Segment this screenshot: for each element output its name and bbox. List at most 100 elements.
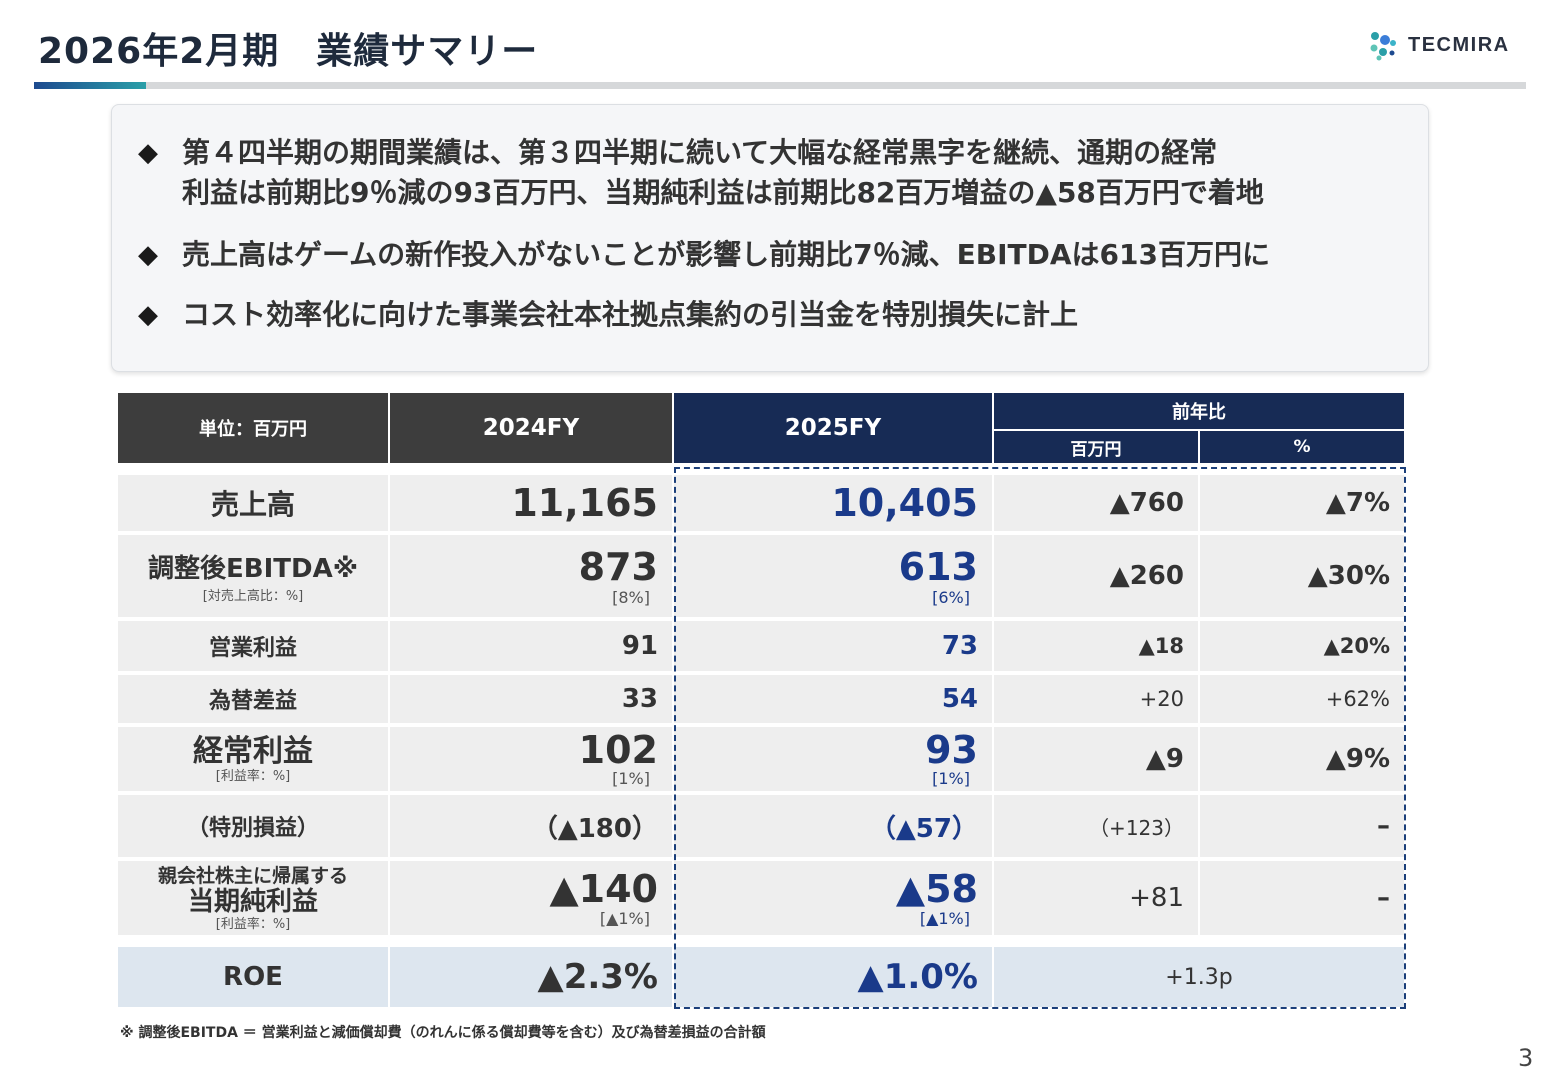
row-label-ebitda: 調整後EBITDA※ [対売上高比：%] (118, 535, 388, 617)
value-diff: ▲260 (1109, 561, 1184, 591)
diamond-icon: ◆ (138, 300, 158, 330)
cell-diff: （+123） (994, 795, 1198, 857)
cell-prev: （▲180） (390, 795, 672, 857)
cell-prev: ▲2.3% (390, 947, 672, 1007)
value-curr: 54 (941, 684, 978, 714)
value-pct: ▲9% (1325, 744, 1390, 774)
header-unit-label: 単位：百万円 (199, 419, 307, 440)
value-prev-sub: [1%] (612, 769, 650, 788)
value-pct: ▲20% (1323, 634, 1390, 658)
row-label-prefix: 親会社株主に帰属する (157, 864, 348, 887)
header-fy-prev-label: 2024FY (482, 415, 580, 441)
row-label-sales: 売上高 (118, 475, 388, 531)
value-prev-sub: [▲1%] (599, 909, 650, 928)
cell-curr: ▲58 [▲1%] (674, 861, 992, 935)
cell-pct: – (1200, 795, 1404, 857)
value-prev: 33 (621, 684, 658, 714)
cell-pct: ▲9% (1200, 727, 1404, 791)
value-curr: ▲1.0% (857, 957, 978, 997)
value-curr: 93 (925, 728, 978, 772)
value-prev-sub: [8%] (612, 588, 650, 607)
cell-pct: ▲20% (1200, 621, 1404, 671)
row-label-operating-profit: 営業利益 (118, 621, 388, 671)
cell-diff: +81 (994, 861, 1198, 935)
diamond-icon: ◆ (138, 240, 158, 270)
value-pct: ▲7% (1325, 488, 1390, 518)
cell-curr: 613 [6%] (674, 535, 992, 617)
value-curr: 10,405 (831, 481, 978, 525)
row-label: 当期純利益 (187, 886, 318, 917)
cell-diff: ▲9 (994, 727, 1198, 791)
footnote: ※ 調整後EBITDA ＝ 営業利益と減価償却費（のれんに係る償却費等を含む）及… (120, 1025, 766, 1041)
summary-bullet: ◆ 売上高はゲームの新作投入がないことが影響し前期比7％減、EBITDAは613… (138, 235, 1270, 275)
value-curr: 613 (898, 545, 978, 589)
title-underline (34, 82, 1526, 89)
value-diff: ▲18 (1138, 634, 1184, 658)
summary-bullet-text: 売上高はゲームの新作投入がないことが影響し前期比7％減、EBITDAは613百万… (182, 238, 1270, 271)
cell-prev: 11,165 (390, 475, 672, 531)
header-yoy: 前年比 (994, 393, 1404, 429)
title-underline-accent (34, 82, 146, 89)
value-prev: （▲180） (531, 813, 658, 844)
cell-curr: （▲57） (674, 795, 992, 857)
page-number: 3 (1518, 1044, 1534, 1072)
row-label-extraordinary: （特別損益） (118, 795, 388, 857)
cell-diff: ▲260 (994, 535, 1198, 617)
cell-pct: ▲7% (1200, 475, 1404, 531)
value-diff: +1.3p (1165, 964, 1233, 990)
logo-text: TECMIRA (1408, 33, 1510, 56)
row-label: 為替差益 (208, 689, 297, 714)
row-label: ROE (223, 962, 283, 992)
header-unit: 単位：百万円 (118, 393, 388, 463)
value-pct: +62% (1325, 687, 1390, 711)
row-sub-label: [対売上高比：%] (202, 589, 304, 604)
row-label: （特別損益） (186, 816, 319, 841)
cell-curr: 10,405 (674, 475, 992, 531)
company-logo: TECMIRA (1366, 28, 1510, 62)
cell-prev: 33 (390, 675, 672, 723)
value-pct: ▲30% (1307, 561, 1390, 591)
row-label: 売上高 (210, 488, 295, 521)
header-yoy-label: 前年比 (1172, 402, 1226, 423)
cell-diff: ▲760 (994, 475, 1198, 531)
value-prev: ▲140 (549, 867, 658, 911)
summary-box: ◆ 第４四半期の期間業績は、第３四半期に続いて大幅な経常黒字を継続、通期の経常 … (111, 104, 1429, 372)
row-label-roe: ROE (118, 947, 388, 1007)
cell-prev: 873 [8%] (390, 535, 672, 617)
row-label-fx-gain: 為替差益 (118, 675, 388, 723)
summary-bullet: ◆ コスト効率化に向けた事業会社本社拠点集約の引当金を特別損失に計上 (138, 295, 1078, 335)
row-label: 営業利益 (208, 636, 297, 661)
value-prev: 102 (578, 728, 658, 772)
cell-curr: 73 (674, 621, 992, 671)
row-sub-label: [利益率：%] (215, 916, 291, 932)
value-prev: 873 (578, 545, 658, 589)
value-diff: ▲9 (1145, 744, 1184, 774)
row-label-net-income: 親会社株主に帰属する 当期純利益 [利益率：%] (118, 861, 388, 935)
cell-prev: ▲140 [▲1%] (390, 861, 672, 935)
tecmira-logo-icon (1370, 32, 1396, 61)
value-curr: ▲58 (895, 867, 978, 911)
diamond-icon: ◆ (138, 138, 158, 168)
value-diff: ▲760 (1109, 488, 1184, 518)
value-curr: 73 (941, 631, 978, 661)
value-pct: – (1377, 883, 1390, 913)
value-prev: 91 (621, 631, 658, 661)
cell-curr: 54 (674, 675, 992, 723)
row-sub-label: [利益率：%] (215, 768, 291, 784)
cell-pct: ▲30% (1200, 535, 1404, 617)
cell-prev: 102 [1%] (390, 727, 672, 791)
row-label: 経常利益 (193, 733, 313, 769)
cell-diff: +20 (994, 675, 1198, 723)
value-diff: +20 (1139, 687, 1184, 711)
cell-curr: ▲1.0% (674, 947, 992, 1007)
row-label-ordinary-profit: 経常利益 [利益率：%] (118, 727, 388, 791)
header-yoy-pct: % (1200, 431, 1404, 463)
summary-bullet: ◆ 第４四半期の期間業績は、第３四半期に続いて大幅な経常黒字を継続、通期の経常 … (138, 133, 1264, 213)
cell-pct: +62% (1200, 675, 1404, 723)
value-prev: ▲2.3% (537, 957, 658, 997)
cell-curr: 93 [1%] (674, 727, 992, 791)
header-yoy-amount: 百万円 (994, 431, 1198, 463)
header-yoy-amount-label: 百万円 (1070, 439, 1122, 460)
cell-diff: ▲18 (994, 621, 1198, 671)
value-curr-sub: [1%] (932, 769, 970, 788)
